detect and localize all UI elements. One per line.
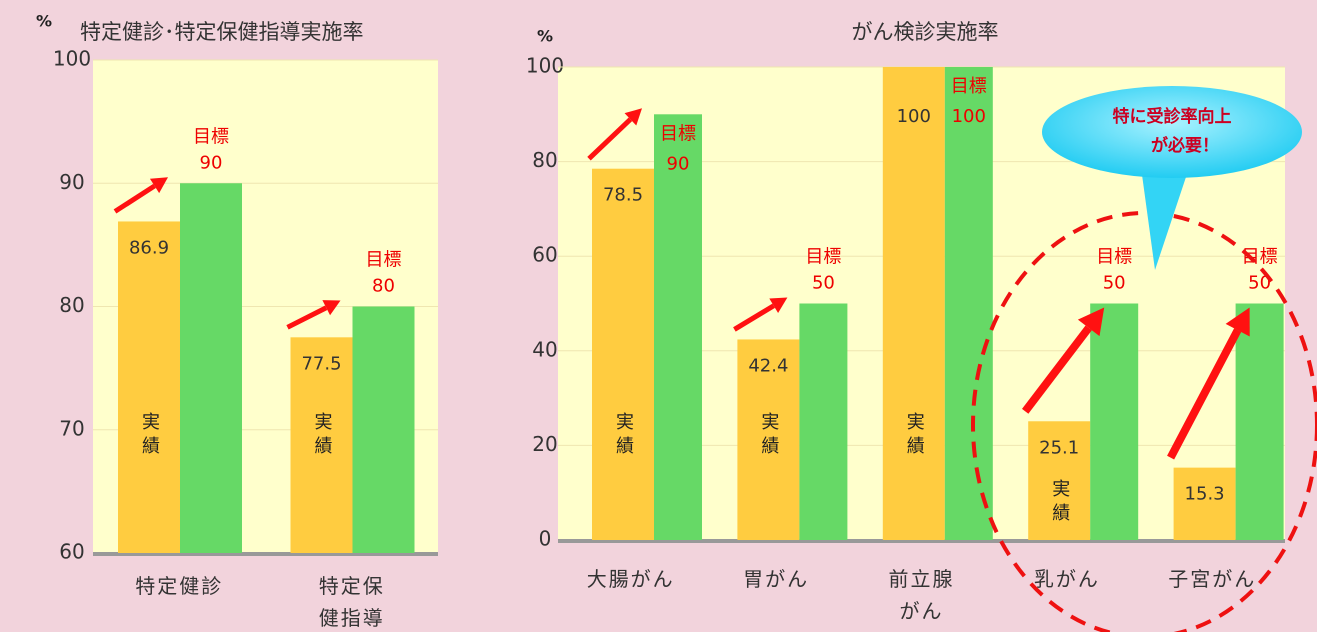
- bar-actual: [290, 337, 353, 553]
- category-label: 特定保健指導: [318, 574, 385, 630]
- actual-value: 86.9: [129, 237, 169, 258]
- target-value: 80: [372, 276, 395, 297]
- target-value: 50: [1103, 273, 1126, 294]
- bar-actual: [882, 67, 945, 540]
- category-label: 子宮がん: [1168, 567, 1257, 591]
- y-tick-label: 100: [53, 47, 91, 71]
- actual-name: 実績: [139, 412, 160, 460]
- target-name: 目標: [951, 76, 987, 97]
- target-name: 目標: [805, 247, 841, 268]
- actual-name: 実績: [613, 412, 634, 460]
- bar-target: [1090, 303, 1139, 540]
- actual-name: 実績: [904, 412, 925, 460]
- unit-label: %: [36, 12, 52, 31]
- actual-name: 実績: [758, 412, 779, 460]
- arrow-shaft: [587, 117, 633, 161]
- target-value: 50: [1248, 273, 1271, 294]
- arrow-head: [1225, 307, 1250, 337]
- chart-title: がん検診実施率: [852, 20, 999, 44]
- y-tick-label: 60: [59, 540, 84, 564]
- y-tick-label: 100: [526, 54, 564, 78]
- actual-name: 実績: [1049, 479, 1070, 527]
- target-name: 目標: [1096, 247, 1132, 268]
- x-tick-label: 前立腺がん: [888, 567, 955, 623]
- actual-value: 78.5: [603, 185, 643, 206]
- y-tick-label: 90: [59, 170, 84, 194]
- target-name: 目標: [366, 250, 402, 271]
- bar-actual: [118, 221, 180, 553]
- x-tick-label: 子宮がん: [1168, 567, 1257, 591]
- arrow-head: [624, 108, 642, 126]
- unit-label: %: [537, 27, 553, 46]
- bar-actual: [737, 339, 800, 540]
- arrow-head: [322, 300, 341, 316]
- x-tick-label: 特定保健指導: [318, 574, 385, 630]
- target-value: 90: [200, 152, 223, 173]
- y-tick-label: 20: [532, 432, 557, 456]
- bar-target: [180, 183, 242, 553]
- target-value: 100: [952, 106, 986, 127]
- category-label: 胃がん: [743, 567, 810, 591]
- target-value: 50: [812, 273, 835, 294]
- target-name: 目標: [1242, 247, 1278, 268]
- callout: 特に受診率向上 が必要！: [1042, 86, 1302, 270]
- category-label: 大腸がん: [586, 567, 675, 591]
- arrow-head: [769, 297, 788, 314]
- target-name: 目標: [193, 126, 229, 147]
- highlight-ellipse: [971, 211, 1317, 632]
- y-tick-label: 80: [59, 293, 84, 317]
- actual-value: 100: [897, 106, 931, 127]
- x-tick-label: 特定健診: [135, 574, 224, 598]
- actual-value: 77.5: [301, 353, 341, 374]
- x-tick-label: 大腸がん: [586, 567, 675, 591]
- arrow-shaft: [286, 305, 328, 330]
- arrow-shaft: [733, 303, 775, 332]
- y-tick-label: 70: [59, 416, 84, 440]
- bar-actual: [592, 168, 654, 540]
- callout-line: が必要！: [1151, 135, 1219, 156]
- actual-name: 実績: [312, 412, 333, 460]
- callout-line: 特に受診率向上: [1113, 106, 1232, 127]
- bar-actual: [1173, 467, 1236, 540]
- callout-tail: [1140, 160, 1190, 270]
- bar-target: [799, 303, 848, 540]
- bar-target: [654, 114, 702, 541]
- category-label: 前立腺がん: [888, 567, 955, 623]
- x-tick-label: 胃がん: [743, 567, 810, 591]
- arrow-shaft: [1167, 328, 1242, 460]
- bar-target: [944, 67, 993, 540]
- target-name: 目標: [660, 123, 696, 144]
- x-tick-label: 乳がん: [1033, 567, 1100, 591]
- actual-value: 15.3: [1185, 484, 1225, 505]
- bar-actual: [1028, 421, 1091, 540]
- category-label: 乳がん: [1033, 567, 1100, 591]
- callout-bubble: [1042, 86, 1302, 178]
- actual-value: 25.1: [1039, 437, 1079, 458]
- arrow-shaft: [113, 183, 156, 214]
- target-value: 90: [667, 153, 690, 174]
- category-label: 特定健診: [135, 574, 224, 598]
- y-tick-label: 80: [532, 148, 557, 172]
- y-tick-label: 40: [532, 337, 557, 361]
- y-tick-label: 60: [532, 243, 557, 267]
- actual-value: 42.4: [748, 355, 788, 376]
- chart-title: 特定健診･特定保健指導実施率: [80, 20, 364, 44]
- bar-target: [1235, 303, 1284, 540]
- arrow-head: [149, 177, 168, 194]
- arrow-head: [1077, 307, 1105, 337]
- y-tick-label: 0: [539, 527, 552, 551]
- bar-target: [352, 306, 415, 553]
- arrow-shaft: [1022, 325, 1092, 414]
